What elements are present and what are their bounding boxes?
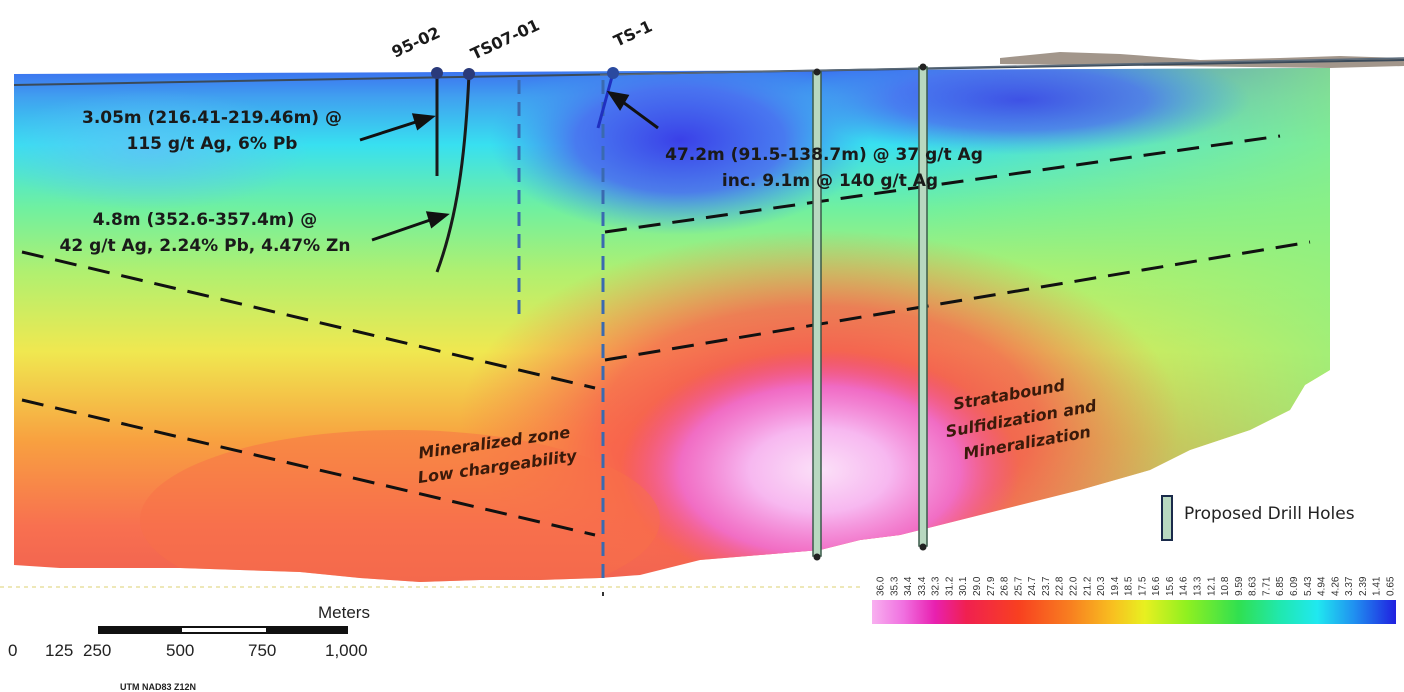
scale-bar-title: Meters	[318, 603, 370, 622]
drill-hole-label-ts-1: TS-1	[611, 16, 655, 50]
fault-lines	[21, 134, 1311, 537]
colorbar-label: 33.4	[917, 576, 928, 596]
scale-tick-250: 250	[83, 641, 111, 660]
drill-hole-label-95-02: 95-02	[389, 23, 443, 62]
colorbar-label: 6.85	[1275, 576, 1286, 596]
colorbar-label: 36.0	[876, 576, 887, 596]
fault-line-2	[21, 398, 596, 537]
colorbar-label: 10.8	[1220, 576, 1231, 596]
colorbar-label: 5.43	[1303, 576, 1314, 596]
colorbar-label: 31.2	[944, 576, 955, 596]
colorbar-label: 15.6	[1165, 576, 1176, 596]
annotation-ts-1-line-2: inc. 9.1m @ 140 g/t Ag	[722, 171, 938, 191]
legend-proposed-drill-holes: Proposed Drill Holes	[1161, 495, 1355, 541]
colorbar-labels: 36.0 35.3 34.4 33.4 32.3 31.2 30.1 29.0 27.9 26.8…	[876, 576, 1397, 596]
fault-line-1	[21, 250, 596, 390]
colorbar-label: 4.94	[1317, 576, 1328, 596]
colorbar-label: 24.7	[1027, 576, 1038, 596]
drill-hole-label-ts07-01: TS07-01	[468, 15, 543, 63]
proposed-drill-holes	[812, 63, 928, 561]
legend-label: Proposed Drill Holes	[1184, 504, 1355, 524]
colorbar-label: 6.09	[1289, 576, 1300, 596]
annotation-arrows	[359, 90, 659, 242]
collar-ts07-01	[463, 68, 475, 80]
colorbar-label: 17.5	[1137, 576, 1148, 596]
colorbar: 36.0 35.3 34.4 33.4 32.3 31.2 30.1 29.0 27.9 26.8…	[872, 576, 1397, 624]
colorbar-label: 9.59	[1234, 576, 1245, 596]
projection-label: UTM NAD83 Z12N	[120, 682, 196, 692]
drill-hole-ts-1	[596, 72, 615, 129]
colorbar-label: 30.1	[958, 576, 969, 596]
colorbar-label: 35.3	[889, 576, 900, 596]
annotation-95-02-line-2: 115 g/t Ag, 6% Pb	[127, 134, 298, 154]
legend-swatch	[1161, 495, 1173, 541]
colorbar-label: 22.0	[1068, 576, 1079, 596]
colorbar-label: 16.6	[1151, 576, 1162, 596]
annotation-ts07-01-line-2: 42 g/t Ag, 2.24% Pb, 4.47% Zn	[60, 236, 351, 256]
colorbar-label: 13.3	[1193, 576, 1204, 596]
colorbar-label: 22.8	[1055, 576, 1066, 596]
collar-ts-1	[607, 67, 619, 79]
colorbar-label: 29.0	[972, 576, 983, 596]
colorbar-label: 32.3	[931, 576, 942, 596]
colorbar-label: 7.71	[1261, 576, 1272, 596]
scale-tick-125: 125	[45, 641, 73, 660]
colorbar-label: 8.63	[1248, 576, 1259, 596]
fault-line-3	[604, 134, 1281, 234]
annotation-95-02-line-1: 3.05m (216.41-219.46m) @	[82, 108, 342, 128]
colorbar-label: 0.65	[1386, 576, 1397, 596]
scale-tick-750: 750	[248, 641, 276, 660]
drill-hole-ts07-01	[435, 73, 471, 273]
colorbar-label: 18.5	[1124, 576, 1135, 596]
colorbar-label: 2.39	[1358, 576, 1369, 596]
colorbar-label: 21.2	[1082, 576, 1093, 596]
blue-dashed-verticals	[517, 80, 605, 580]
fault-line-4	[604, 240, 1311, 362]
scale-tick-1000: 1,000	[325, 641, 368, 660]
colorbar-label: 26.8	[1000, 576, 1011, 596]
colorbar-gradient	[872, 600, 1396, 624]
colorbar-label: 27.9	[986, 576, 997, 596]
chargeability-section	[14, 68, 1330, 582]
colorbar-label: 23.7	[1041, 576, 1052, 596]
annotation-ts07-01-line-1: 4.8m (352.6-357.4m) @	[93, 210, 318, 230]
proposed-drill-hole-2	[918, 66, 928, 547]
scale-bar: Meters 0 125 250 500 750 1,000 UTM NAD83…	[8, 603, 370, 692]
scale-tick-0: 0	[8, 641, 17, 660]
colorbar-label: 14.6	[1179, 576, 1190, 596]
colorbar-label: 25.7	[1013, 576, 1024, 596]
colorbar-label: 3.37	[1344, 576, 1355, 596]
colorbar-label: 4.26	[1330, 576, 1341, 596]
colorbar-label: 19.4	[1110, 576, 1121, 596]
annotation-ts-1-line-1: 47.2m (91.5-138.7m) @ 37 g/t Ag	[665, 145, 983, 165]
existing-drill-holes	[431, 67, 619, 273]
scale-tick-500: 500	[166, 641, 194, 660]
colorbar-label: 12.1	[1206, 576, 1217, 596]
collar-95-02	[431, 67, 443, 79]
colorbar-label: 1.41	[1372, 576, 1383, 596]
colorbar-label: 34.4	[903, 576, 914, 596]
colorbar-label: 20.3	[1096, 576, 1107, 596]
